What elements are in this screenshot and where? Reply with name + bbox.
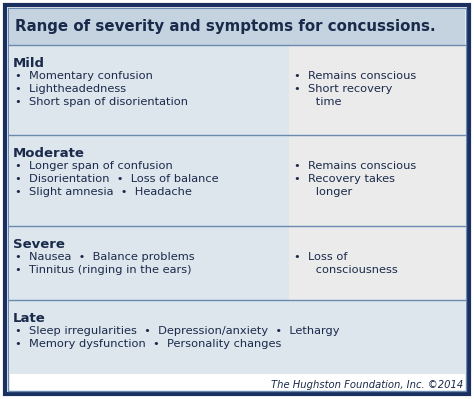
Text: Range of severity and symptoms for concussions.: Range of severity and symptoms for concu… — [15, 20, 436, 34]
Text: •  Recovery takes: • Recovery takes — [294, 174, 395, 184]
Text: •  Disorientation  •  Loss of balance: • Disorientation • Loss of balance — [15, 174, 219, 184]
Text: •  Momentary confusion: • Momentary confusion — [15, 71, 153, 81]
Text: Moderate: Moderate — [13, 147, 85, 160]
Text: •  Loss of: • Loss of — [294, 252, 348, 262]
Text: •  Lightheadedness: • Lightheadedness — [15, 84, 126, 94]
Bar — [9, 135, 290, 226]
Text: •  Remains conscious: • Remains conscious — [294, 71, 417, 81]
Bar — [9, 45, 290, 135]
Text: •  Remains conscious: • Remains conscious — [294, 161, 417, 172]
Text: time: time — [294, 97, 342, 107]
Text: •  Tinnitus (ringing in the ears): • Tinnitus (ringing in the ears) — [15, 265, 191, 275]
Text: •  Longer span of confusion: • Longer span of confusion — [15, 161, 173, 172]
Text: •  Short recovery: • Short recovery — [294, 84, 393, 94]
Text: •  Nausea  •  Balance problems: • Nausea • Balance problems — [15, 252, 195, 262]
Bar — [290, 45, 465, 135]
Text: Severe: Severe — [13, 238, 65, 251]
Bar — [290, 226, 465, 300]
Text: •  Memory dysfunction  •  Personality changes: • Memory dysfunction • Personality chang… — [15, 339, 282, 349]
Bar — [9, 226, 290, 300]
Text: •  Slight amnesia  •  Headache: • Slight amnesia • Headache — [15, 188, 192, 198]
Bar — [290, 135, 465, 226]
Text: longer: longer — [294, 188, 353, 198]
Text: Mild: Mild — [13, 57, 45, 70]
Text: Late: Late — [13, 312, 46, 325]
Bar — [9, 300, 465, 374]
Text: •  Short span of disorientation: • Short span of disorientation — [15, 97, 188, 107]
Text: •  Sleep irregularities  •  Depression/anxiety  •  Lethargy: • Sleep irregularities • Depression/anxi… — [15, 326, 339, 336]
Text: consciousness: consciousness — [294, 265, 398, 275]
Bar — [9, 9, 465, 45]
Text: The Hughston Foundation, Inc. ©2014: The Hughston Foundation, Inc. ©2014 — [271, 380, 463, 390]
